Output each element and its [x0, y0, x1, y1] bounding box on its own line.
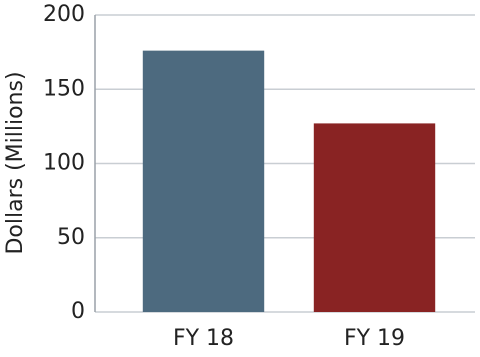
y-tick-label: 0: [71, 299, 85, 324]
y-tick-label: 150: [43, 76, 85, 101]
x-tick-label: FY 19: [344, 326, 405, 351]
y-tick-label: 200: [43, 2, 85, 27]
bar: [313, 123, 436, 312]
y-tick-label: 100: [43, 151, 85, 176]
bar: [142, 50, 265, 312]
y-axis-label: Dollars (Millions): [3, 71, 28, 254]
x-tick-label: FY 18: [173, 326, 234, 351]
y-tick-label: 50: [57, 225, 85, 250]
